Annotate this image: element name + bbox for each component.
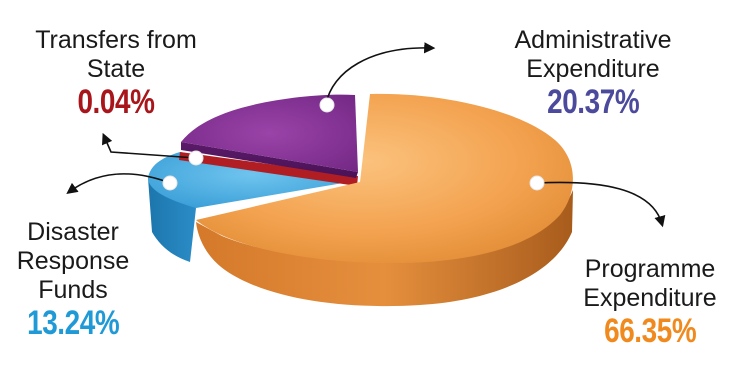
label-dots (162, 97, 545, 191)
label-transfers-from-state: Transfers from State 0.04% (10, 26, 222, 120)
dot-programme (529, 175, 545, 191)
label-transfers-line2: State (86, 55, 146, 83)
slice-administrative-side (181, 142, 358, 178)
slice-disaster-side (148, 178, 196, 262)
dot-administrative (319, 97, 335, 113)
slice-administrative-top (181, 94, 358, 172)
connector-administrative (325, 42, 436, 105)
connectors (66, 42, 666, 228)
slice-administrative-expenditure (181, 94, 358, 178)
value-disaster-response-funds: 13.24% (26, 304, 120, 342)
label-administrative-line2: Expenditure (526, 55, 660, 83)
label-transfers-line1: Transfers from (35, 26, 197, 54)
value-programme-expenditure: 66.35% (603, 312, 697, 350)
connector-disaster (66, 173, 171, 194)
slice-programme-expenditure (196, 93, 573, 307)
dot-disaster (162, 175, 178, 191)
connector-programme (536, 181, 666, 228)
slice-programme-top (196, 93, 573, 264)
label-programme-expenditure: Programme Expenditure 66.35% (560, 255, 740, 349)
dot-transfers (188, 150, 204, 166)
label-disaster-line3: Funds (38, 276, 108, 304)
slice-disaster-response-funds (148, 152, 355, 262)
label-disaster-response-funds: Disaster Response Funds 13.24% (0, 218, 146, 341)
label-disaster-line2: Response (16, 247, 130, 275)
slice-disaster-top (148, 152, 355, 208)
value-transfers-from-state: 0.04% (77, 83, 155, 121)
label-administrative-expenditure: Administrative Expenditure 20.37% (470, 26, 716, 120)
slice-transfers-from-state (179, 152, 358, 186)
label-programme-line1: Programme (584, 255, 716, 283)
slice-programme-side (196, 190, 573, 307)
connector-transfers (102, 132, 197, 159)
label-administrative-line1: Administrative (514, 26, 672, 54)
label-disaster-line1: Disaster (27, 218, 119, 246)
value-administrative-expenditure: 20.37% (546, 83, 640, 121)
label-programme-line2: Expenditure (583, 284, 717, 312)
